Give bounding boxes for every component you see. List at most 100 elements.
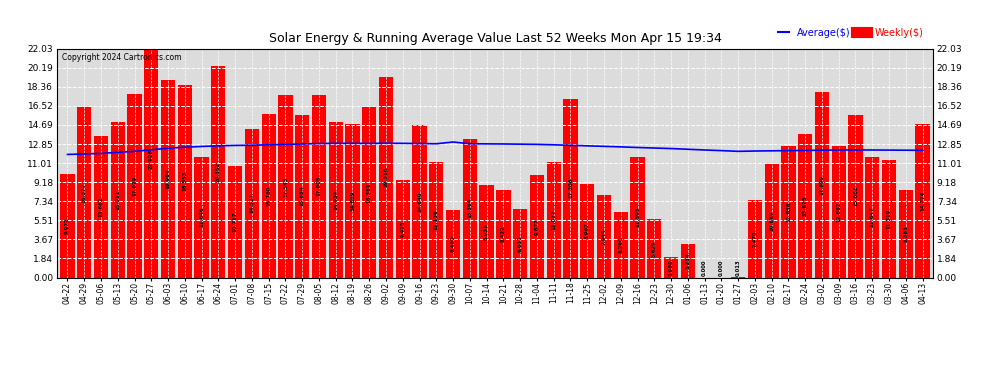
Bar — [513, 209, 528, 278]
Bar — [815, 92, 829, 278]
Text: 6.290: 6.290 — [618, 237, 624, 253]
Text: 11.647: 11.647 — [870, 207, 875, 227]
Bar — [781, 146, 796, 278]
Bar — [396, 180, 410, 278]
Text: 17.206: 17.206 — [568, 178, 573, 198]
Bar — [580, 184, 594, 278]
Bar — [764, 164, 779, 278]
Bar — [245, 129, 259, 278]
Bar — [145, 39, 158, 278]
Bar — [597, 195, 611, 278]
Bar — [261, 114, 276, 278]
Text: 15.684: 15.684 — [300, 186, 305, 206]
Text: 5.629: 5.629 — [651, 240, 656, 256]
Text: 8.967: 8.967 — [585, 223, 590, 239]
Bar — [681, 244, 695, 278]
Text: 13.662: 13.662 — [99, 196, 104, 217]
Bar — [413, 126, 427, 278]
Bar — [563, 99, 577, 278]
Bar — [194, 157, 209, 278]
Bar — [832, 146, 845, 278]
Bar — [178, 85, 192, 278]
Text: 11.077: 11.077 — [551, 210, 556, 230]
Text: 14.327: 14.327 — [249, 193, 254, 213]
Text: 8.931: 8.931 — [484, 223, 489, 240]
Text: 9.423: 9.423 — [400, 220, 405, 237]
Text: 11.646: 11.646 — [199, 207, 204, 227]
Text: 9.877: 9.877 — [535, 218, 540, 234]
Bar — [479, 185, 494, 278]
Text: 11.319: 11.319 — [886, 209, 891, 229]
Bar — [899, 190, 913, 278]
Bar — [94, 136, 108, 278]
Text: 17.899: 17.899 — [820, 174, 825, 195]
Text: Copyright 2024 Cartronics.com: Copyright 2024 Cartronics.com — [61, 53, 181, 62]
Text: 6.460: 6.460 — [450, 236, 455, 252]
Bar — [278, 95, 293, 278]
Bar — [848, 115, 862, 278]
Text: 15.760: 15.760 — [266, 186, 271, 206]
Bar — [295, 115, 309, 278]
Bar — [865, 157, 879, 278]
Text: 15.662: 15.662 — [853, 186, 858, 206]
Text: 18.984: 18.984 — [165, 169, 170, 189]
Text: 20.352: 20.352 — [216, 162, 221, 182]
Text: 22.928: 22.928 — [148, 148, 153, 169]
Text: 18.553: 18.553 — [182, 171, 187, 191]
Bar — [496, 190, 511, 278]
Text: 19.318: 19.318 — [383, 167, 388, 188]
Bar — [430, 162, 444, 278]
Text: 10.717: 10.717 — [233, 211, 238, 232]
Text: 14.934: 14.934 — [334, 190, 339, 210]
Bar — [111, 122, 125, 278]
Text: 11.136: 11.136 — [434, 209, 439, 230]
Text: 17.543: 17.543 — [283, 176, 288, 197]
Bar — [882, 160, 896, 278]
Bar — [798, 134, 812, 278]
Text: 11.593: 11.593 — [635, 207, 640, 228]
Text: 0.000: 0.000 — [702, 260, 707, 276]
Bar — [664, 257, 678, 278]
Text: 15.011: 15.011 — [115, 189, 120, 210]
Bar — [346, 124, 359, 278]
Text: 9.972: 9.972 — [65, 217, 70, 234]
Text: 16.381: 16.381 — [366, 182, 372, 203]
Text: 12.682: 12.682 — [837, 201, 842, 222]
Bar — [228, 166, 243, 278]
Text: 13.825: 13.825 — [803, 195, 808, 216]
Bar — [631, 157, 644, 278]
Bar — [530, 175, 544, 278]
Legend: Average($), Weekly($): Average($), Weekly($) — [774, 24, 928, 42]
Bar — [329, 122, 343, 278]
Text: 7.470: 7.470 — [752, 231, 757, 247]
Bar — [60, 174, 74, 278]
Text: 8.422: 8.422 — [501, 225, 506, 242]
Bar — [77, 108, 91, 278]
Bar — [211, 66, 226, 278]
Text: 6.631: 6.631 — [518, 235, 523, 252]
Text: 16.377: 16.377 — [82, 182, 87, 203]
Text: 17.629: 17.629 — [132, 176, 137, 196]
Text: 10.889: 10.889 — [769, 211, 774, 231]
Text: 13.364: 13.364 — [467, 198, 472, 218]
Text: 17.605: 17.605 — [317, 176, 322, 196]
Text: 14.774: 14.774 — [920, 190, 925, 211]
Bar — [379, 77, 393, 278]
Title: Solar Energy & Running Average Value Last 52 Weeks Mon Apr 15 19:34: Solar Energy & Running Average Value Las… — [268, 32, 722, 45]
Bar — [312, 95, 326, 278]
Text: 0.000: 0.000 — [719, 260, 724, 276]
Bar — [446, 210, 460, 278]
Text: 7.944: 7.944 — [602, 228, 607, 244]
Text: 12.656: 12.656 — [786, 201, 791, 222]
Bar — [462, 139, 477, 278]
Text: 14.640: 14.640 — [417, 191, 422, 211]
Bar — [161, 80, 175, 278]
Text: 14.809: 14.809 — [350, 190, 355, 211]
Text: 0.013: 0.013 — [736, 260, 741, 276]
Bar — [647, 219, 661, 278]
Bar — [362, 107, 376, 278]
Bar — [614, 212, 628, 278]
Bar — [546, 162, 560, 278]
Bar — [128, 94, 142, 278]
Text: 3.234: 3.234 — [685, 252, 690, 269]
